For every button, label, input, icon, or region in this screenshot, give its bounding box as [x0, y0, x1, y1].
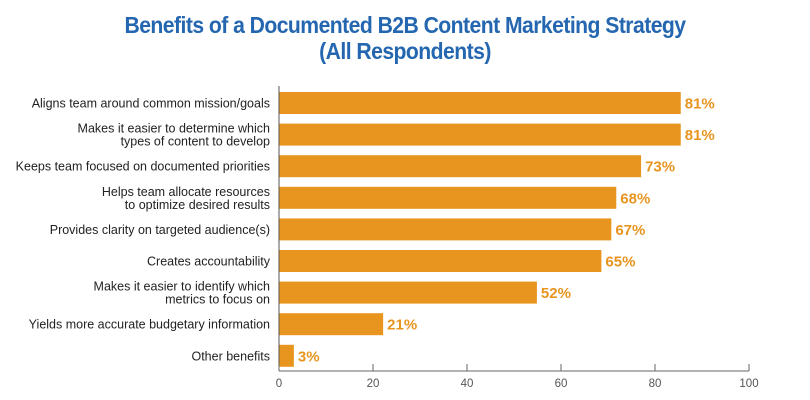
data-label: 81%	[685, 96, 715, 113]
bar	[279, 92, 681, 114]
x-tick-label: 60	[555, 378, 568, 390]
x-tick-label: 20	[367, 378, 380, 390]
data-label: 68%	[620, 190, 650, 207]
category-label: types of content to develop	[121, 135, 270, 149]
data-label: 67%	[615, 222, 645, 239]
category-label: Aligns team around common mission/goals	[32, 97, 270, 111]
data-label: 73%	[645, 159, 675, 176]
x-tick-label: 40	[461, 378, 474, 390]
chart-title: Benefits of a Documented B2B Content Mar…	[124, 12, 686, 38]
data-label: 21%	[387, 317, 417, 334]
category-label: Makes it easier to determine which	[78, 122, 270, 136]
bar	[279, 344, 294, 367]
category-label: Keeps team focused on documented priorit…	[16, 160, 270, 174]
category-label: to optimize desired results	[125, 198, 270, 212]
bar	[279, 218, 612, 241]
chart-subtitle: (All Respondents)	[319, 38, 491, 64]
bar	[279, 155, 642, 178]
data-label: 65%	[605, 254, 635, 271]
bar	[279, 313, 384, 336]
category-label: Provides clarity on targeted audience(s)	[50, 223, 270, 237]
bar	[279, 281, 537, 304]
category-label: Yields more accurate budgetary informati…	[29, 318, 270, 332]
bar	[279, 250, 602, 272]
bar	[279, 186, 617, 209]
x-tick-label: 0	[276, 378, 282, 390]
category-label: Helps team allocate resources	[102, 185, 270, 199]
data-label: 81%	[685, 127, 715, 144]
category-label: metrics to focus on	[165, 293, 270, 307]
x-tick-label: 80	[649, 378, 662, 390]
data-label: 52%	[541, 285, 571, 302]
x-tick-label: 100	[739, 378, 758, 390]
category-label: Other benefits	[191, 349, 270, 363]
data-label: 3%	[298, 348, 320, 365]
bar	[279, 123, 681, 146]
category-label: Makes it easier to identify which	[94, 280, 271, 294]
category-label: Creates accountability	[147, 255, 271, 269]
